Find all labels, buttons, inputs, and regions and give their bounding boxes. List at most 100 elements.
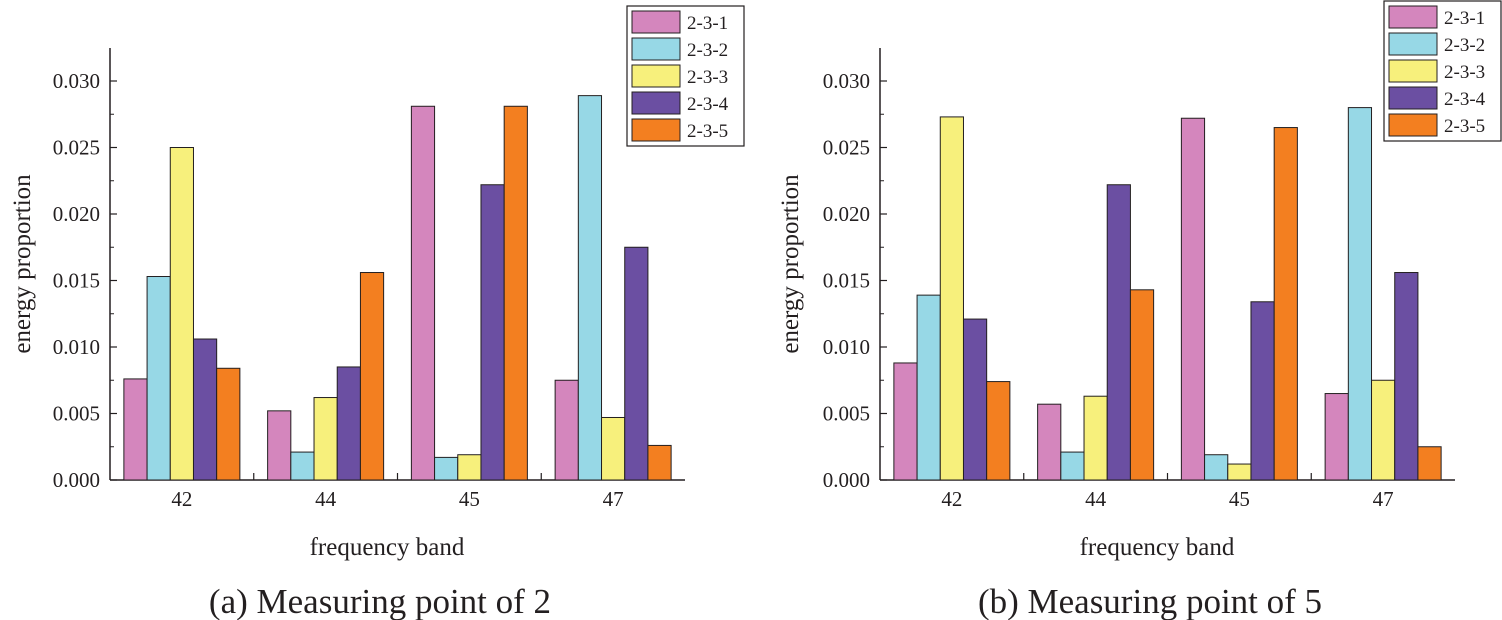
legend-swatch bbox=[631, 37, 681, 61]
legend-b: 2-3-1 2-3-2 2-3-3 2-3-4 2-3-5 bbox=[1383, 0, 1502, 142]
y-tick-label: 0.015 bbox=[53, 269, 100, 293]
bar-2-3-3-45 bbox=[457, 454, 482, 481]
y-tick-label: 0.020 bbox=[823, 202, 870, 226]
bar-2-3-3-42 bbox=[939, 116, 964, 481]
bar-2-3-3-44 bbox=[1083, 395, 1108, 481]
y-tick-label: 0.020 bbox=[53, 202, 100, 226]
bar-2-3-4-45 bbox=[480, 184, 505, 481]
bar-2-3-3-47 bbox=[1371, 379, 1396, 481]
bar-2-3-4-47 bbox=[1394, 272, 1419, 481]
legend-label: 2-3-4 bbox=[687, 94, 729, 115]
bar-2-3-3-45 bbox=[1227, 463, 1252, 481]
legend-label: 2-3-2 bbox=[687, 40, 728, 61]
bar-2-3-4-45 bbox=[1250, 301, 1275, 481]
bar-2-3-5-44 bbox=[1129, 289, 1155, 481]
bar-2-3-2-42 bbox=[146, 276, 171, 481]
chart-panel-b: 0.000 0.005 0.010 0.015 0.020 0.025 0.030 42 44… bbox=[777, 0, 1502, 620]
legend-swatch bbox=[1388, 113, 1438, 137]
y-axis-label: energy proportion bbox=[777, 174, 804, 354]
legend-label: 2-3-3 bbox=[1444, 62, 1485, 83]
legend-swatch bbox=[1388, 86, 1438, 110]
bar-2-3-1-45 bbox=[1180, 117, 1206, 481]
axes-a: 0.000 0.005 0.010 0.015 0.020 0.025 0.030 42 44… bbox=[53, 48, 685, 511]
chart-panel-a: 0.000 0.005 0.010 0.015 0.020 0.025 0.030 42 44… bbox=[9, 5, 745, 620]
legend-swatch bbox=[631, 10, 681, 34]
legend-swatch bbox=[631, 118, 681, 142]
bar-2-3-1-44 bbox=[267, 410, 292, 481]
y-tick-label: 0.030 bbox=[823, 69, 870, 93]
bar-2-3-2-47 bbox=[577, 95, 603, 481]
legend-swatch bbox=[1388, 5, 1438, 29]
bar-2-3-2-45 bbox=[434, 456, 459, 481]
bar-2-3-2-42 bbox=[916, 294, 941, 481]
bar-2-3-5-45 bbox=[1273, 127, 1298, 481]
y-tick-label: 0.010 bbox=[53, 335, 100, 359]
legend-label: 2-3-5 bbox=[1444, 116, 1485, 137]
bar-2-3-2-45 bbox=[1204, 454, 1229, 481]
bar-2-3-3-47 bbox=[601, 416, 626, 481]
x-tick-label: 44 bbox=[1085, 487, 1107, 511]
bar-2-3-3-42 bbox=[169, 147, 194, 481]
bar-2-3-5-42 bbox=[216, 367, 241, 481]
legend-swatch bbox=[1388, 32, 1438, 56]
y-axis-label: energy proportion bbox=[9, 174, 36, 354]
caption-b: (b) Measuring point of 5 bbox=[978, 582, 1322, 620]
y-tick-label: 0.000 bbox=[823, 468, 870, 492]
bar-2-3-4-44 bbox=[1106, 184, 1131, 481]
legend-a: 2-3-1 2-3-2 2-3-3 2-3-4 2-3-5 bbox=[626, 5, 745, 147]
x-tick-label: 42 bbox=[941, 487, 962, 511]
bar-2-3-5-42 bbox=[986, 381, 1011, 481]
legend-label: 2-3-3 bbox=[687, 67, 728, 88]
bars-b bbox=[893, 107, 1442, 481]
x-tick-label: 42 bbox=[171, 487, 192, 511]
y-tick-label: 0.030 bbox=[53, 69, 100, 93]
bar-2-3-2-44 bbox=[1060, 451, 1085, 481]
y-tick-label: 0.010 bbox=[823, 335, 870, 359]
y-ticks: 0.000 0.005 0.010 0.015 0.020 0.025 0.030 bbox=[53, 69, 117, 492]
bar-2-3-1-45 bbox=[410, 105, 436, 481]
bar-2-3-3-44 bbox=[313, 397, 338, 481]
axes-b: 0.000 0.005 0.010 0.015 0.020 0.025 0.030 42 44… bbox=[823, 48, 1455, 511]
bar-2-3-1-47 bbox=[1324, 393, 1349, 481]
caption-a: (a) Measuring point of 2 bbox=[209, 582, 551, 620]
legend-label: 2-3-1 bbox=[687, 13, 728, 34]
x-tick-label: 47 bbox=[1373, 487, 1394, 511]
bar-2-3-1-44 bbox=[1037, 403, 1062, 481]
bars-a bbox=[123, 95, 672, 481]
legend-label: 2-3-2 bbox=[1444, 35, 1485, 56]
x-tick-label: 45 bbox=[459, 487, 480, 511]
x-tick-label: 45 bbox=[1229, 487, 1250, 511]
legend-label: 2-3-1 bbox=[1444, 8, 1485, 29]
legend-swatch bbox=[631, 64, 681, 88]
y-tick-label: 0.005 bbox=[823, 402, 870, 426]
legend-swatch bbox=[631, 91, 681, 115]
bar-2-3-5-47 bbox=[1417, 446, 1442, 481]
y-tick-label: 0.000 bbox=[53, 468, 100, 492]
y-tick-label: 0.015 bbox=[823, 269, 870, 293]
bar-2-3-4-44 bbox=[336, 366, 361, 481]
legend-swatch bbox=[1388, 59, 1438, 83]
y-tick-label: 0.025 bbox=[53, 136, 100, 160]
bar-2-3-1-42 bbox=[123, 378, 148, 481]
x-ticks: 42 44 45 47 bbox=[171, 473, 624, 511]
bar-2-3-1-47 bbox=[554, 379, 579, 481]
x-ticks: 42 44 45 47 bbox=[941, 473, 1394, 511]
bar-2-3-4-42 bbox=[962, 318, 988, 481]
legend-label: 2-3-4 bbox=[1444, 89, 1486, 110]
y-ticks: 0.000 0.005 0.010 0.015 0.020 0.025 0.030 bbox=[823, 69, 887, 492]
y-tick-label: 0.025 bbox=[823, 136, 870, 160]
bar-2-3-2-47 bbox=[1347, 107, 1373, 481]
bar-2-3-5-44 bbox=[359, 272, 385, 481]
bar-2-3-5-47 bbox=[647, 444, 672, 481]
bar-2-3-2-44 bbox=[290, 451, 315, 481]
y-tick-label: 0.005 bbox=[53, 402, 100, 426]
bar-2-3-4-42 bbox=[192, 338, 218, 481]
x-tick-label: 44 bbox=[315, 487, 337, 511]
x-axis-label: frequency band bbox=[1080, 534, 1235, 561]
bar-2-3-4-47 bbox=[624, 246, 649, 481]
bar-2-3-1-42 bbox=[893, 362, 918, 481]
legend-label: 2-3-5 bbox=[687, 121, 728, 142]
x-tick-label: 47 bbox=[603, 487, 624, 511]
x-axis-label: frequency band bbox=[310, 534, 465, 561]
